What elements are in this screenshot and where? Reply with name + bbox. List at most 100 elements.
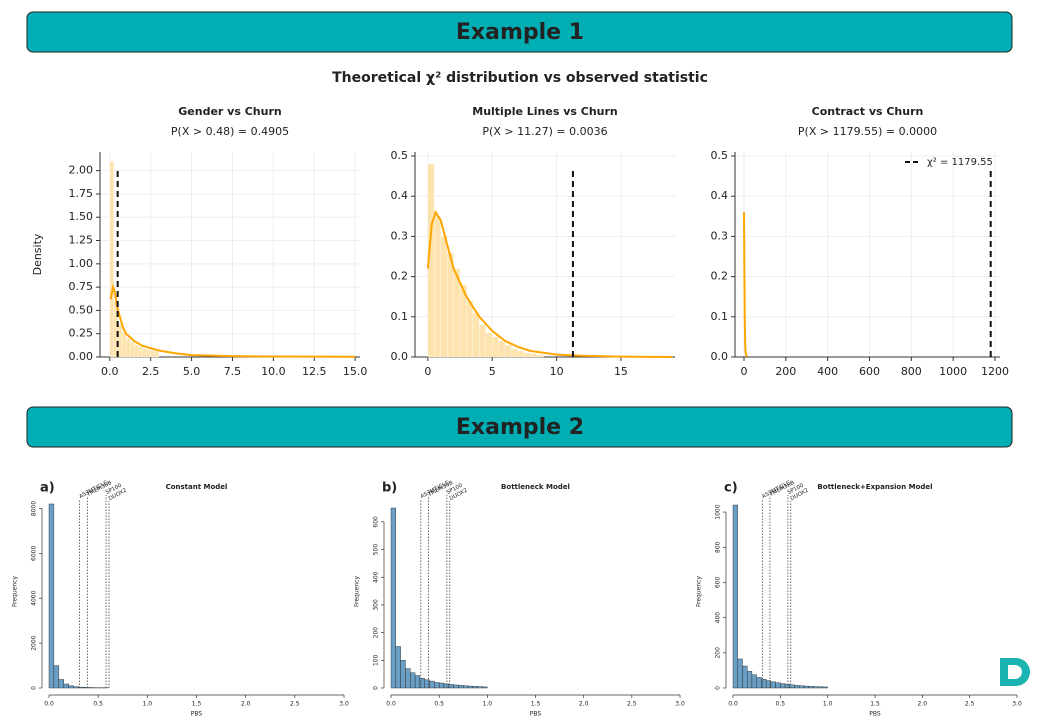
x-tick-label: 0 xyxy=(740,365,747,378)
x-tick-label: 12.5 xyxy=(302,365,327,378)
legend-label: χ² = 1179.55 xyxy=(927,157,993,168)
histogram-bar xyxy=(498,340,506,358)
chart-title: Bottleneck+Expansion Model xyxy=(817,483,932,491)
x-axis-label: PBS xyxy=(530,711,542,718)
x-tick-label: 2.5 xyxy=(965,701,975,708)
histogram-bar xyxy=(53,665,60,689)
histogram-bar xyxy=(73,686,79,689)
y-tick-label: 0.2 xyxy=(711,270,729,283)
histogram-bar xyxy=(434,216,441,358)
y-tick-label: 200 xyxy=(373,627,380,639)
histogram-bar xyxy=(130,341,135,358)
histogram-bar xyxy=(485,332,493,358)
histogram-bar xyxy=(524,352,531,358)
x-tick-label: 2.0 xyxy=(579,701,589,708)
histogram-bar xyxy=(751,674,757,689)
x-tick-label: 7.5 xyxy=(224,365,242,378)
x-tick-label: 0.5 xyxy=(93,701,103,708)
x-tick-label: 200 xyxy=(775,365,796,378)
histogram-bar xyxy=(58,679,64,689)
histogram-bar xyxy=(414,675,421,689)
histogram-bar xyxy=(775,682,781,689)
x-tick-label: 0.0 xyxy=(101,365,119,378)
y-tick-label: 0.1 xyxy=(391,310,409,323)
y-tick-label: 1.25 xyxy=(69,234,94,247)
y-tick-label: 600 xyxy=(373,516,380,528)
histogram-bar xyxy=(477,686,483,689)
histogram-bar xyxy=(467,685,474,689)
y-tick-label: 400 xyxy=(373,571,380,583)
histogram-bar xyxy=(405,668,411,689)
histogram-bar xyxy=(784,683,790,689)
histogram-bar xyxy=(463,685,469,689)
x-tick-label: 2.5 xyxy=(290,701,300,708)
histogram-bar xyxy=(443,683,450,689)
y-tick-label: 0.2 xyxy=(391,270,409,283)
y-tick-label: 6000 xyxy=(31,546,38,561)
histogram-bar xyxy=(146,349,151,358)
x-tick-label: 2.0 xyxy=(241,701,251,708)
y-tick-label: 8000 xyxy=(31,501,38,516)
histogram-bar xyxy=(808,686,814,689)
histogram-bar xyxy=(747,671,753,689)
histogram-bar xyxy=(150,350,155,358)
histogram-bar xyxy=(440,236,448,358)
x-tick-label: 15.0 xyxy=(343,365,368,378)
histogram-bar xyxy=(458,685,464,689)
x-tick-label: 400 xyxy=(817,365,838,378)
x-tick-label: 10.0 xyxy=(261,365,286,378)
histogram-bar xyxy=(537,354,544,358)
x-tick-label: 0.0 xyxy=(44,701,54,708)
banner-title: Example 1 xyxy=(456,20,584,45)
y-axis-label: Frequency xyxy=(354,576,361,607)
y-tick-label: 0 xyxy=(31,686,38,690)
x-tick-label: 1.5 xyxy=(192,701,202,708)
panel-label: c) xyxy=(724,481,738,496)
y-tick-label: 4000 xyxy=(31,590,38,605)
x-tick-label: 1.5 xyxy=(531,701,541,708)
histogram-bar xyxy=(482,686,488,689)
x-axis-label: PBS xyxy=(191,711,203,718)
x-tick-label: 1.0 xyxy=(823,701,833,708)
y-tick-label: 100 xyxy=(373,654,380,666)
y-tick-label: 0.3 xyxy=(391,229,409,242)
chart-subtitle: P(X > 11.27) = 0.0036 xyxy=(482,125,607,138)
y-tick-label: 2000 xyxy=(31,635,38,650)
logo xyxy=(1000,658,1030,686)
density-curve xyxy=(426,209,673,358)
chart-subtitle: P(X > 1179.55) = 0.0000 xyxy=(798,125,937,138)
x-tick-label: 3.0 xyxy=(339,701,349,708)
banner-title: Example 2 xyxy=(456,415,584,440)
histogram-bar xyxy=(742,665,748,689)
histogram-bar xyxy=(472,312,480,358)
y-tick-label: 0.25 xyxy=(69,327,94,340)
y-tick-label: 0.3 xyxy=(711,229,729,242)
histogram-bar xyxy=(472,686,478,689)
histogram-bar xyxy=(429,680,435,689)
banner xyxy=(26,11,1013,53)
chart-title: Gender vs Churn xyxy=(178,105,281,118)
x-tick-label: 0.5 xyxy=(776,701,786,708)
chart-title: Constant Model xyxy=(166,483,228,491)
y-axis-label: Density xyxy=(31,233,44,275)
histogram-bar xyxy=(517,350,525,358)
histogram-bar xyxy=(504,344,512,358)
x-tick-label: 10 xyxy=(550,365,564,378)
histogram-bar xyxy=(154,351,160,358)
x-tick-label: 0 xyxy=(424,365,431,378)
y-axis-label: Frequency xyxy=(12,576,19,607)
histogram-bar xyxy=(530,353,538,358)
y-tick-label: 1.50 xyxy=(69,210,94,223)
histogram-bar xyxy=(818,686,824,689)
histogram-bar xyxy=(780,683,786,689)
panel-label: b) xyxy=(382,481,397,496)
histogram-bar xyxy=(737,658,743,689)
histogram-bar xyxy=(63,683,69,689)
y-tick-label: 800 xyxy=(715,541,722,553)
histogram-bar xyxy=(822,686,828,689)
y-axis-label: Frequency xyxy=(696,576,703,607)
histogram-bar xyxy=(770,681,776,689)
y-tick-label: 0.4 xyxy=(711,189,729,202)
y-tick-label: 1.00 xyxy=(69,257,94,270)
